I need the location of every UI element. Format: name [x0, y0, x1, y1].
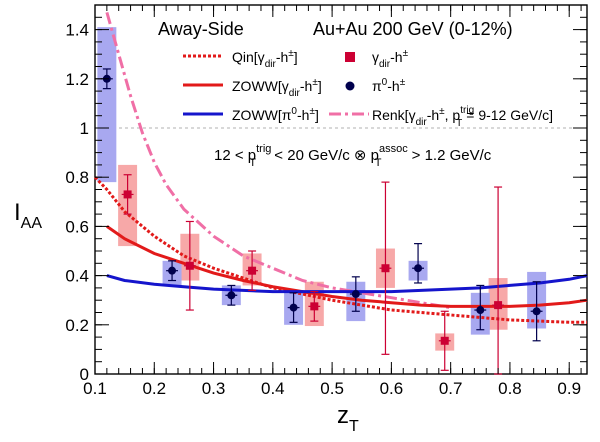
marker-gamma: [123, 190, 132, 199]
header: Away-Side Au+Au 200 GeV (0-12%): [158, 19, 513, 39]
curve-zoww_pi: [106, 274, 588, 294]
marker-gamma: [440, 336, 449, 345]
marker-pi0: [414, 264, 423, 273]
y-tick-label: 0.4: [65, 267, 89, 286]
curve-zoww_gamma: [106, 225, 588, 308]
legend: Qin[γdir-h±] ZOWW[γdir-h±] ZOWW[π0-h±] γdir…: [183, 48, 553, 129]
x-tick-label: 0.8: [498, 379, 522, 398]
y-tick-label: 0.8: [65, 168, 89, 187]
marker-gamma: [248, 266, 257, 275]
y-tick-label: 1.4: [65, 21, 89, 40]
y-tick-label: 1: [80, 119, 89, 138]
header-left: Away-Side: [158, 19, 244, 39]
cut-label: 12 < ptrig T < 20 GeV/c ⊗ passoc T > 1.2 G…: [214, 143, 492, 169]
axis-ticks: 0.1 0.2 0.3 0.4 0.5 0.6 0.7 0.8 0.9 0 0.2 0.4 0.6 0.8…: [65, 4, 587, 398]
legend-label-pi_pts: π0-h±: [372, 77, 406, 94]
x-tick-label: 0.5: [320, 379, 344, 398]
legend-label-qin: Qin[γdir-h±]: [232, 48, 298, 70]
legend-marker-gamma: [345, 52, 355, 62]
x-axis-title: zT: [337, 402, 359, 435]
legend-label-zoww_pi: ZOWW[π0-h±]: [232, 106, 319, 123]
legend-label-gamma_pts: γdir-h±: [372, 48, 409, 70]
x-axis-label: zT: [337, 402, 359, 435]
x-tick-label: 0.1: [83, 379, 107, 398]
y-tick-label: 0.2: [65, 316, 89, 335]
legend-marker-pi0: [345, 81, 355, 91]
header-right: Au+Au 200 GeV (0-12%): [313, 19, 513, 39]
marker-gamma: [494, 301, 503, 310]
y-tick-label: 1.2: [65, 70, 89, 89]
y-tick-label: 0: [80, 365, 89, 384]
curve-qin: [93, 176, 587, 324]
x-tick-label: 0.7: [439, 379, 463, 398]
marker-pi0: [168, 266, 177, 275]
legend-label-zoww_gamma: ZOWW[γdir-h±]: [232, 77, 322, 99]
y-axis-label: IAA: [14, 199, 42, 232]
marker-pi0: [227, 291, 236, 300]
y-tick-label: 0.6: [65, 217, 89, 236]
legend-label-renk: Renk[γdir-h±, ptrig T= 9-12 GeV/c]: [372, 105, 553, 129]
marker-pi0: [289, 303, 298, 312]
marker-pi0: [476, 306, 485, 315]
marker-pi0: [532, 307, 541, 316]
x-tick-label: 0.9: [557, 379, 581, 398]
curve-renk: [105, 11, 451, 310]
y-axis-title: IAA: [14, 199, 42, 232]
x-tick-label: 0.3: [202, 379, 226, 398]
systematic-error-boxes: [97, 27, 547, 351]
x-tick-label: 0.6: [380, 379, 404, 398]
marker-gamma: [310, 302, 319, 311]
x-tick-label: 0.4: [261, 379, 285, 398]
data-points: [100, 68, 543, 375]
x-tick-label: 0.2: [142, 379, 166, 398]
sys-box-pi_pts: [97, 27, 117, 183]
marker-gamma: [185, 261, 194, 270]
theory-curves: [93, 11, 588, 324]
marker-gamma: [381, 264, 390, 273]
marker-pi0: [351, 290, 360, 299]
